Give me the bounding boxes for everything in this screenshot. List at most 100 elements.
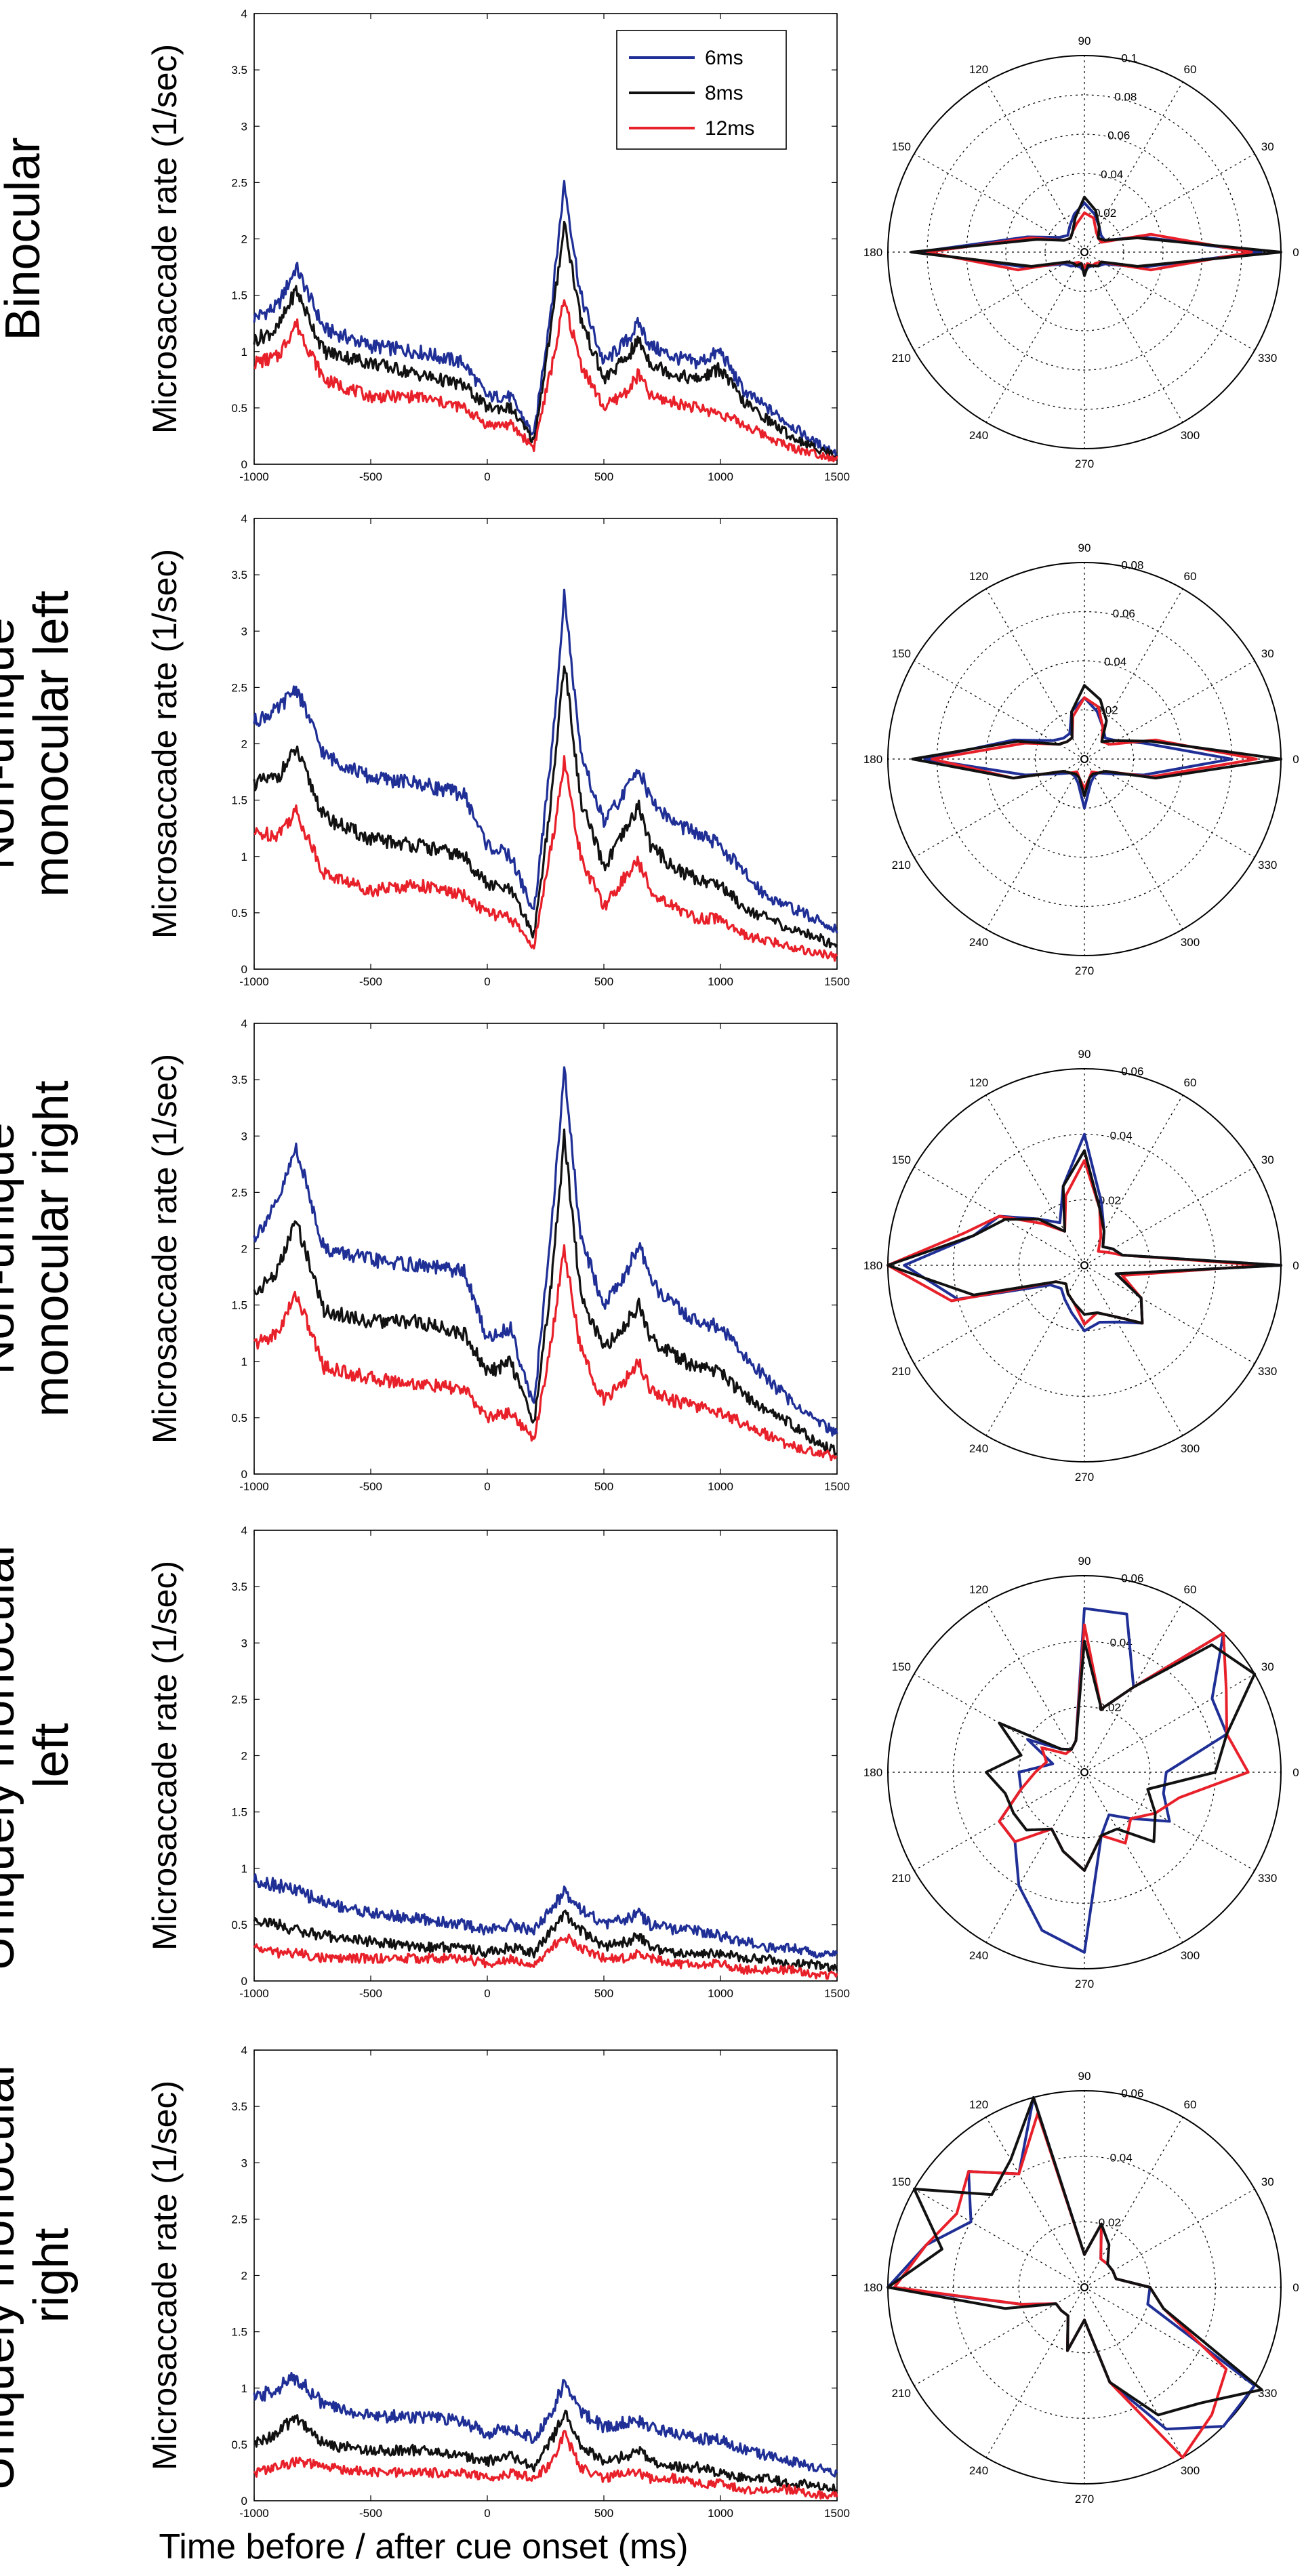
y-tick-label: 0 [241, 1975, 247, 1988]
series-line-8ms [253, 220, 838, 459]
polar-angle-label: 120 [969, 1076, 988, 1089]
polar-panel-1: 0.02 0.04 0.06 0.08 0.1 0 30 60 90 120 150 180 210 24… [863, 35, 1299, 470]
polar-r-label: 0.02 [1099, 1701, 1121, 1714]
y-tick-label: 1 [241, 346, 247, 359]
x-tick-label: -500 [359, 2507, 382, 2520]
polar-r-label: 0.04 [1110, 1637, 1133, 1650]
polar-angle-label: 120 [969, 1583, 988, 1596]
y-axis-label: Microsaccade rate (1/sec) [146, 1054, 184, 1444]
polar-origin [1080, 755, 1088, 763]
polar-spoke [1084, 660, 1255, 760]
y-tick-label: 3 [241, 1637, 247, 1650]
row-label-5-line-1: Uniquely monocular [0, 2060, 24, 2491]
polar-r-label: 0.02 [1094, 207, 1116, 220]
y-tick-label: 0 [241, 963, 247, 976]
polar-angle-label: 210 [892, 859, 911, 872]
polar-angle-label: 30 [1261, 1153, 1274, 1166]
x-tick-label: 0 [484, 470, 490, 483]
legend: 6ms 8ms 12ms [616, 30, 787, 150]
polar-angle-label: 60 [1184, 570, 1197, 583]
y-tick-label: 3.5 [231, 2100, 247, 2113]
y-tick-label: 2.5 [231, 681, 247, 694]
polar-r-label: 0.02 [1099, 1194, 1121, 1207]
polar-spoke [985, 1601, 1085, 1773]
polar-origin [1080, 248, 1088, 256]
polar-origin [1080, 2283, 1088, 2291]
series-line-6ms [253, 2371, 838, 2478]
series-line-6ms [253, 1873, 838, 1959]
x-tick-label: 0 [484, 1480, 490, 1493]
x-tick-label: -1000 [239, 1480, 268, 1493]
y-tick-label: 3 [241, 2156, 247, 2169]
y-tick-label: 2.5 [231, 1186, 247, 1199]
polar-r-label: 0.06 [1121, 2087, 1143, 2100]
polar-angle-label: 60 [1184, 1076, 1197, 1089]
polar-r-label: 0.04 [1101, 168, 1123, 181]
polar-angle-label: 90 [1078, 1555, 1091, 1568]
polar-angle-label: 330 [1258, 1872, 1277, 1885]
polar-r-label: 0.02 [1099, 2216, 1121, 2229]
polar-spoke [1084, 1772, 1183, 1943]
y-tick-label: 0.5 [231, 1919, 247, 1931]
line-panels: 00.511.522.533.54-1000 -500 0 500 1000 1500Mi… [146, 7, 850, 2520]
polar-spoke [1084, 1265, 1255, 1364]
y-tick-label: 3.5 [231, 1074, 247, 1086]
polar-angle-label: 240 [969, 936, 988, 949]
polar-spoke [1084, 1265, 1183, 1436]
series-line-8ms [253, 1128, 838, 1456]
x-tick-label: 0 [484, 2507, 490, 2520]
x-tick-label: 1000 [708, 1987, 733, 2000]
polar-angle-label: 120 [969, 570, 988, 583]
y-tick-label: 3.5 [231, 64, 247, 77]
y-tick-label: 2.5 [231, 2213, 247, 2226]
y-tick-label: 0 [241, 458, 247, 471]
polar-angle-label: 0 [1292, 246, 1299, 259]
series-line-12ms [253, 1244, 838, 1462]
line-panel-2: 0 0.5 1 1.5 2 2.5 3 3.5 4 -1000 -500 0 500 1000 1500 Mi… [146, 512, 850, 988]
x-tick-label: 500 [594, 975, 613, 988]
y-tick-label: 4 [241, 2044, 247, 2057]
line-panel-4: 0 0.5 1 1.5 2 2.5 3 3.5 4 -1000 -500 0 500 1000 1500 Mi… [146, 1524, 850, 2000]
y-axis-label: Microsaccade rate (1/sec) [146, 549, 184, 939]
y-tick-label: 2 [241, 2270, 247, 2283]
polar-angle-label: 270 [1075, 457, 1094, 470]
row-label-5-line-2: right [24, 2228, 79, 2323]
x-tick-label: 1500 [824, 470, 850, 483]
polar-angle-label: 180 [863, 246, 882, 259]
polar-angle-label: 90 [1078, 541, 1091, 554]
x-tick-label: 1500 [824, 2507, 850, 2520]
polar-angle-label: 180 [863, 753, 882, 766]
x-tick-label: -500 [359, 1987, 382, 2000]
legend-box [616, 30, 787, 150]
x-tick-label: -1000 [239, 975, 268, 988]
polar-angle-label: 300 [1181, 1442, 1200, 1455]
polar-angle-label: 270 [1075, 964, 1094, 977]
polar-angle-label: 120 [969, 2098, 988, 2111]
polar-angle-label: 150 [892, 1153, 911, 1166]
polar-angle-label: 180 [863, 2281, 882, 2294]
y-tick-label: 1 [241, 1355, 247, 1368]
polar-spoke [1084, 758, 1255, 858]
polar-angle-label: 210 [892, 2387, 911, 2400]
polar-spoke [985, 1772, 1085, 1943]
x-tick-label: 1000 [708, 2507, 733, 2520]
row-label-4-line-2: left [24, 1723, 79, 1788]
y-axis-label: Microsaccade rate (1/sec) [146, 1561, 184, 1950]
series-line-8ms [253, 2409, 838, 2494]
polar-r-label: 0.06 [1121, 1572, 1143, 1585]
y-tick-label: 1.5 [231, 1299, 247, 1312]
y-tick-label: 0.5 [231, 907, 247, 920]
x-tick-label: -1000 [239, 470, 268, 483]
line-panel-5: 0 0.5 1 1.5 2 2.5 3 3.5 4 -1000 -500 0 500 1000 1500 Mi… [146, 2044, 850, 2520]
y-tick-label: 4 [241, 1524, 247, 1537]
polar-angle-label: 90 [1078, 35, 1091, 47]
polar-angle-label: 210 [892, 352, 911, 365]
y-tick-label: 3.5 [231, 569, 247, 581]
polar-angle-label: 60 [1184, 2098, 1197, 2111]
y-tick-label: 3 [241, 1130, 247, 1143]
y-tick-label: 2 [241, 233, 247, 246]
series-line-6ms [253, 180, 838, 457]
x-tick-label: 0 [484, 975, 490, 988]
polar-r-label: 0.08 [1114, 91, 1137, 104]
